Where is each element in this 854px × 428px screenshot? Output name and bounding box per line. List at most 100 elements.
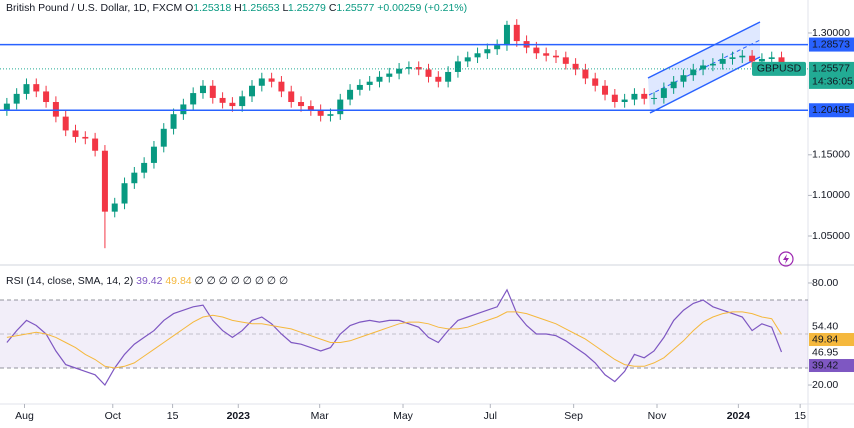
- price-header: British Pound / U.S. Dollar, 1D, FXCM O …: [6, 2, 467, 14]
- y-tick-label: 20.00: [812, 379, 838, 391]
- x-tick-label: Nov: [648, 410, 667, 422]
- candle-body: [111, 203, 118, 212]
- candle-body: [768, 57, 775, 59]
- candle-body: [602, 85, 609, 95]
- candle-body: [415, 67, 422, 70]
- candle-body: [758, 58, 765, 62]
- candle-body: [660, 88, 667, 98]
- candle-body: [719, 58, 726, 64]
- x-tick-label: Aug: [15, 410, 34, 422]
- value-box: [809, 359, 854, 373]
- level-label: 1.20485: [812, 104, 850, 116]
- candle-body: [572, 63, 579, 70]
- rsi-line: [6, 288, 783, 386]
- candle-body: [729, 57, 736, 59]
- candle-body: [396, 68, 403, 74]
- candle-body: [543, 53, 550, 56]
- candle-body: [631, 93, 638, 100]
- y-tick-label: 1.30000: [812, 27, 850, 39]
- candle-body: [298, 102, 305, 107]
- price-label: 1.25577: [812, 63, 850, 75]
- level-label-box: [809, 37, 854, 52]
- symbol-label: GBPUSD: [757, 63, 802, 75]
- candle-body: [327, 114, 334, 116]
- y-tick-label: 1.15000: [812, 149, 850, 161]
- indicator-title: RSI (14, close, SMA, 14, 2): [6, 275, 133, 287]
- symbol-title: British Pound / U.S. Dollar, 1D, FXCM: [6, 2, 182, 14]
- candle-body: [258, 78, 265, 86]
- indicator-value: 39.42: [136, 275, 162, 287]
- event-icon-bolt: [783, 254, 789, 264]
- candle-body: [190, 93, 197, 105]
- candle-body: [278, 81, 285, 92]
- candle-body: [180, 104, 187, 115]
- candle-body: [562, 57, 569, 64]
- indicator-na: ∅ ∅ ∅ ∅ ∅ ∅ ∅ ∅: [195, 275, 289, 287]
- candle-body: [552, 55, 559, 58]
- ohlc-label: L: [283, 2, 289, 14]
- rsi-band-fill: [0, 299, 808, 369]
- candle-body: [621, 99, 628, 103]
- candle-body: [749, 55, 756, 62]
- candle-body: [317, 110, 324, 116]
- candle-body: [445, 71, 452, 82]
- x-tick-label: Oct: [105, 410, 121, 422]
- candle-body: [347, 89, 354, 100]
- value-label: 54.40: [812, 320, 838, 332]
- ohlc-value: 1.25279: [288, 2, 326, 14]
- candle-body: [484, 49, 491, 54]
- candle-body: [435, 76, 442, 82]
- candle-body: [72, 130, 79, 137]
- y-tick-label: 1.05000: [812, 230, 850, 242]
- x-tick-label: May: [393, 410, 414, 422]
- candle-body: [101, 150, 108, 212]
- candle-body: [533, 47, 540, 54]
- candle-body: [592, 78, 599, 86]
- candle-body: [709, 63, 716, 66]
- candle-body: [82, 136, 89, 139]
- candle-body: [337, 99, 344, 115]
- candle-body: [209, 85, 216, 98]
- x-tick-label: Mar: [311, 410, 330, 422]
- candle-body: [739, 55, 746, 58]
- candle-body: [680, 75, 687, 82]
- candle-body: [62, 116, 69, 131]
- candle-body: [13, 93, 20, 104]
- candle-body: [425, 69, 432, 77]
- candle-body: [376, 76, 383, 82]
- countdown: 14:36:05: [812, 76, 853, 88]
- candle-body: [494, 45, 501, 50]
- price-box: [809, 61, 854, 89]
- candle-body: [3, 103, 10, 111]
- candle-body: [141, 162, 148, 173]
- ohlc-label: C: [329, 2, 337, 14]
- y-tick-label: 1.10000: [812, 189, 850, 201]
- candle-body: [386, 73, 393, 77]
- candle-body: [611, 94, 618, 103]
- candle-body: [405, 67, 412, 69]
- value-label: 39.42: [812, 359, 838, 371]
- candle-body: [474, 53, 481, 58]
- candle-body: [700, 65, 707, 70]
- candle-body: [160, 128, 167, 147]
- candle-body: [503, 24, 510, 46]
- candle-body: [52, 102, 59, 117]
- event-icon[interactable]: [778, 251, 794, 267]
- x-tick-label: 15: [167, 410, 179, 422]
- candle-body: [307, 106, 314, 111]
- candle-body: [366, 81, 373, 85]
- candle-body: [229, 102, 236, 107]
- rsi-line: [6, 311, 782, 369]
- indicator-value: 49.84: [165, 275, 191, 287]
- ohlc-label: H: [234, 2, 242, 14]
- candle-body: [121, 183, 128, 204]
- candle-body: [249, 85, 256, 97]
- candle-body: [23, 84, 30, 94]
- y-tick-label: 80.00: [812, 277, 838, 289]
- x-tick-label: 15: [794, 410, 806, 422]
- ohlc-label: O: [185, 2, 193, 14]
- value-label: 46.95: [812, 346, 838, 358]
- rsi-header: RSI (14, close, SMA, 14, 2) 39.42 49.84 …: [6, 275, 288, 287]
- candle-body: [170, 114, 177, 129]
